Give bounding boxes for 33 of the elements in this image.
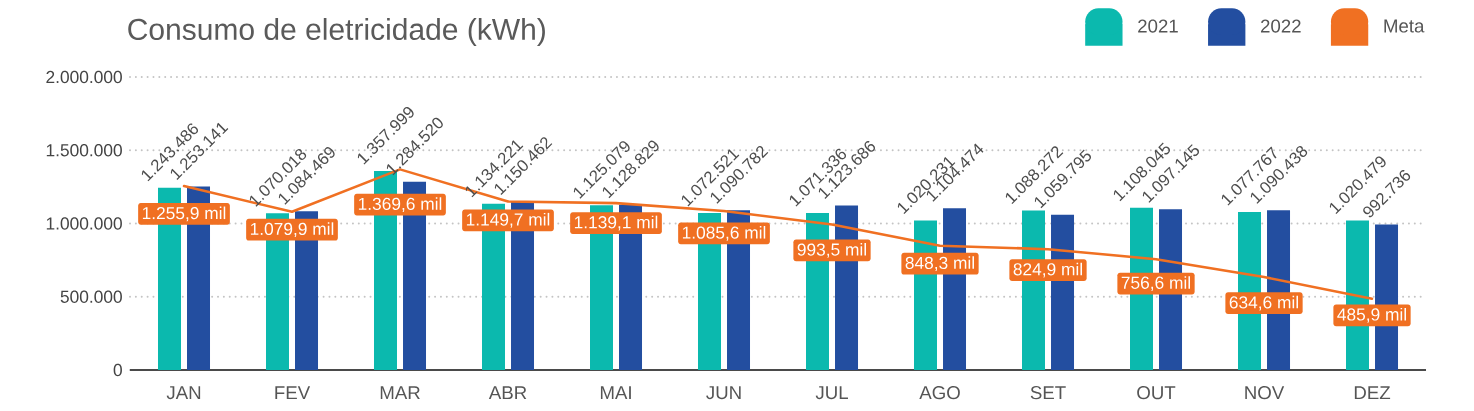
annotation: 1.139,1 mil [574,215,658,231]
annotation: 634,6 mil [1229,295,1298,311]
annotation: 1.369,6 mil [358,197,442,213]
y-tick-label: 0 [113,363,122,377]
x-tick-label: OUT [1137,386,1176,400]
legend-label: Meta [1384,19,1425,33]
annotation: 1.255,9 mil [142,206,226,222]
annotation: 756,6 mil [1121,276,1190,291]
y-tick-label: 1.500.000 [46,144,122,157]
x-tick-label: JAN [166,386,201,400]
x-tick-label: ABR [488,386,527,400]
y-tick-label: 1.000.000 [46,217,122,230]
x-tick-label: AGO [919,386,960,400]
legend-label: 2021 [1138,19,1178,33]
annotation: 1.149,7 mil [466,212,550,228]
x-tick-label: MAR [380,386,420,400]
y-tick-label: 2.000.000 [46,70,122,84]
x-tick-label: NOV [1245,386,1285,400]
annotation: 824,9 mil [1013,262,1082,278]
x-tick-label: MAI [600,386,631,400]
x-tick-label: SET [1030,386,1066,400]
annotation: 848,3 mil [905,256,974,272]
chart-title: Consumo de eletricidade (kWh) [128,18,545,46]
annotation: 1.085,6 mil [682,226,766,241]
x-tick-label: JUL [815,386,848,400]
y-tick-label: 500.000 [60,290,122,303]
legend-label: 2022 [1260,19,1301,33]
x-tick-label: JUN [706,386,741,400]
annotation: 485,9 mil [1337,307,1406,323]
x-tick-label: DEZ [1354,386,1391,400]
annotation: 993,5 mil [797,242,866,258]
annotation: 1.079,9 mil [250,222,334,238]
x-tick-label: FEV [275,386,311,400]
